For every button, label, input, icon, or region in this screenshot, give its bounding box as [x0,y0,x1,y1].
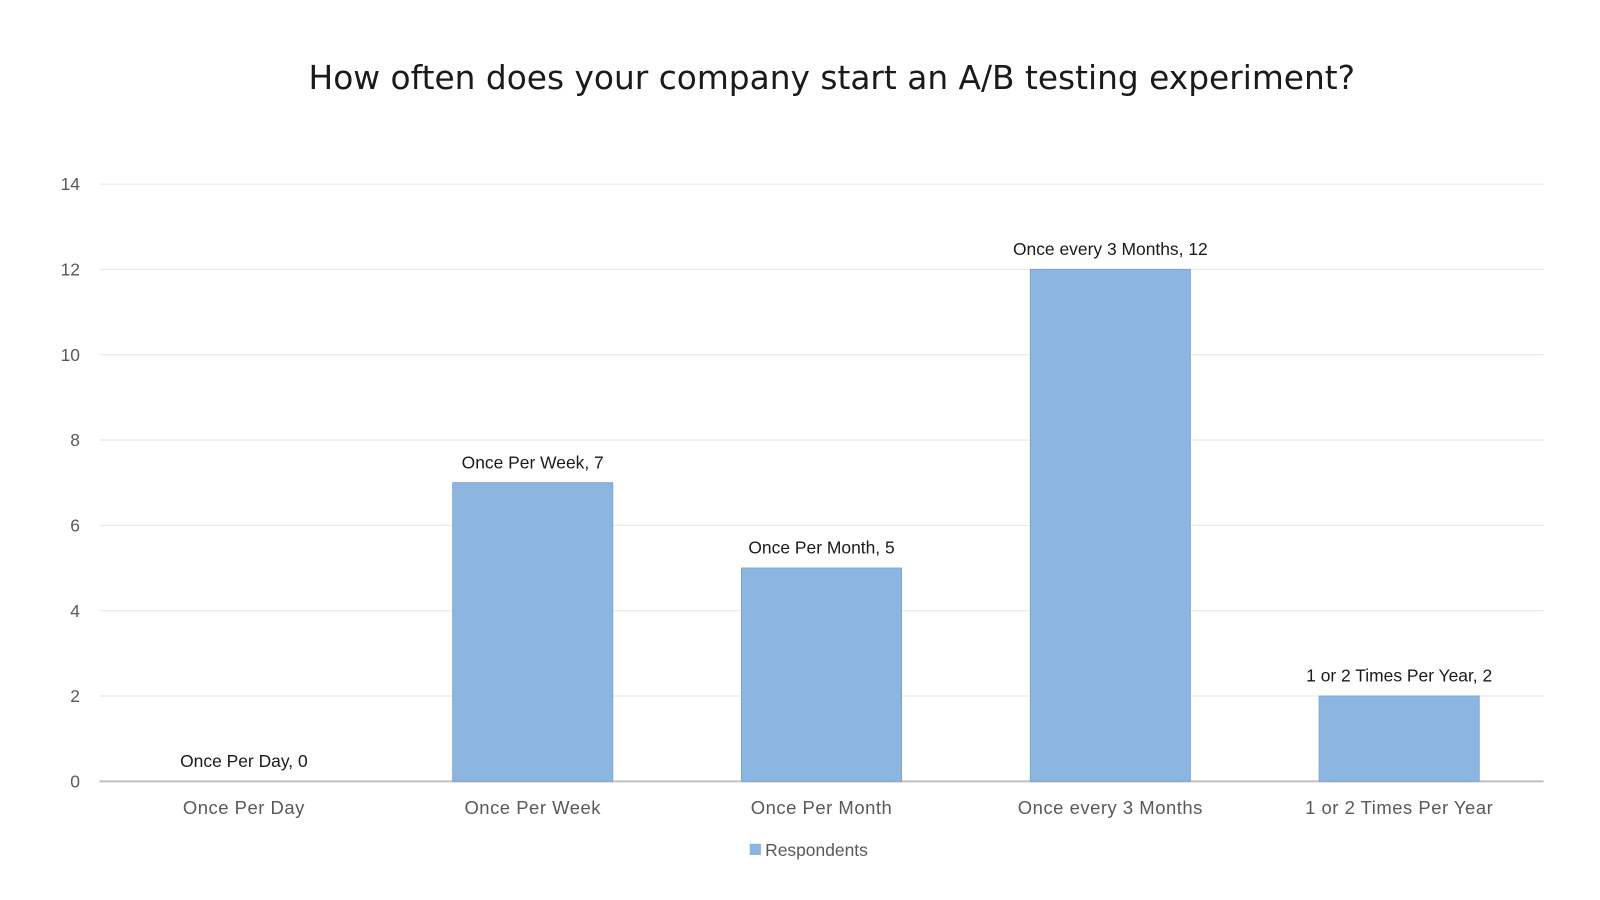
data-label: Once Per Day, 0 [180,751,308,771]
y-tick-label: 10 [61,345,80,365]
y-tick-label: 4 [70,601,80,621]
x-tick-label: Once Per Day [183,797,305,818]
bar [741,567,903,782]
x-tick-label: Once Per Week [464,797,601,818]
data-label: 1 or 2 Times Per Year, 2 [1306,666,1492,686]
x-tick-label: Once every 3 Months [1018,797,1203,818]
bar [1318,695,1480,782]
y-tick-label: 2 [70,686,80,706]
bar [452,482,614,782]
data-label: Once Per Week, 7 [462,452,604,472]
data-label: Once Per Month, 5 [748,538,894,558]
y-tick-label: 12 [61,260,80,280]
bar [1029,268,1191,782]
legend: Respondents [749,840,868,860]
y-tick-label: 14 [61,174,81,194]
legend-label: Respondents [765,840,868,860]
y-tick-label: 8 [70,430,80,450]
chart-title: How often does your company start an A/B… [309,59,1356,97]
legend-swatch [749,843,762,855]
y-tick-label: 6 [70,516,80,536]
data-label: Once every 3 Months, 12 [1013,239,1208,259]
y-tick-label: 0 [70,772,80,792]
x-tick-label: Once Per Month [751,797,893,818]
x-tick-label: 1 or 2 Times Per Year [1305,797,1493,818]
